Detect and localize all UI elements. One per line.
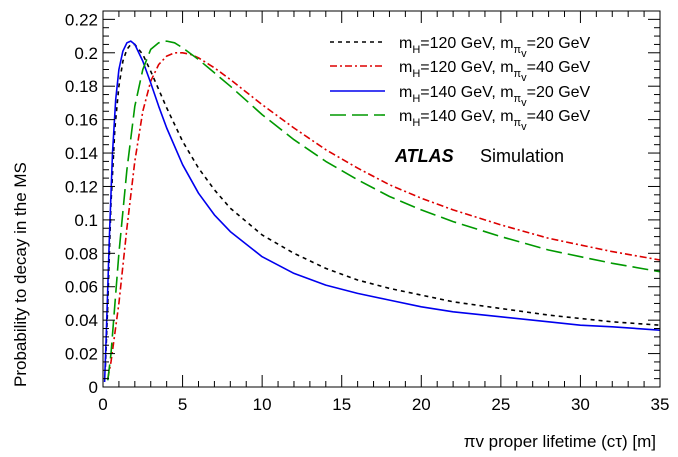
y-tick-label: 0.16 bbox=[65, 111, 98, 130]
y-tick-label: 0.06 bbox=[65, 278, 98, 297]
y-tick-label: 0.22 bbox=[65, 10, 98, 29]
y-tick-label: 0.02 bbox=[65, 345, 98, 364]
series-mh120-mpi20-line bbox=[104, 43, 661, 367]
legend-label-part: π bbox=[514, 44, 522, 56]
series-mh120-mpi40-line bbox=[107, 51, 661, 379]
series-mh140-mpi40-line bbox=[107, 40, 661, 381]
x-tick-label: 25 bbox=[491, 395, 510, 414]
y-tick-label: 0.2 bbox=[74, 44, 98, 63]
legend-label-part: =40 GeV bbox=[527, 59, 591, 76]
legend-label-part: m bbox=[500, 35, 513, 52]
series-lines bbox=[103, 40, 661, 383]
y-tick-label: 0 bbox=[89, 378, 98, 397]
legend-label-part: v bbox=[521, 121, 527, 133]
legend-label-part: m bbox=[399, 108, 412, 125]
legend-label-part: v bbox=[521, 72, 527, 84]
x-tick-label: 10 bbox=[253, 395, 272, 414]
legend-label-part: π bbox=[514, 117, 522, 129]
x-tick-label: 0 bbox=[98, 395, 107, 414]
y-tick-label: 0.08 bbox=[65, 244, 98, 263]
legend-label-part: m bbox=[500, 108, 513, 125]
legend-label-part: m bbox=[399, 59, 412, 76]
legend-label-part: =140 GeV, bbox=[420, 108, 500, 125]
y-tick-label: 0.12 bbox=[65, 177, 98, 196]
legend-label-part: =120 GeV, bbox=[420, 59, 500, 76]
legend-label-part: m bbox=[500, 59, 513, 76]
x-tick-label: 15 bbox=[332, 395, 351, 414]
legend-label-part: =140 GeV, bbox=[420, 84, 500, 101]
legend-label: mH=140 GeV, mπv=40 GeV bbox=[399, 108, 591, 133]
legend-label-part: H bbox=[412, 44, 420, 56]
legend-label-part: π bbox=[514, 93, 522, 105]
y-axis-title: Probability to decay in the MS bbox=[11, 162, 30, 387]
legend-label-part: H bbox=[412, 117, 420, 129]
x-tick-label: 35 bbox=[651, 395, 670, 414]
legend-label-part: =120 GeV, bbox=[420, 35, 500, 52]
legend-label-part: v bbox=[521, 97, 527, 109]
legend-label-part: H bbox=[412, 93, 420, 105]
x-tick-label: 20 bbox=[412, 395, 431, 414]
x-tick-label: 30 bbox=[571, 395, 590, 414]
legend-label: mH=120 GeV, mπv=20 GeV bbox=[399, 35, 591, 60]
plot-frame bbox=[102, 10, 661, 388]
y-tick-label: 0.18 bbox=[65, 77, 98, 96]
legend-label-part: m bbox=[399, 84, 412, 101]
atlas-label: ATLAS Simulation bbox=[394, 146, 564, 166]
y-tick-label: 0.14 bbox=[65, 144, 98, 163]
legend-label-part: m bbox=[399, 35, 412, 52]
legend-label-part: π bbox=[514, 68, 522, 80]
legend-label-part: =20 GeV bbox=[527, 84, 591, 101]
y-axis-ticks: 0 0.02 0.04 0.06 0.08 0.1 0.12 0.14 0.16 0.18 0.2 0… bbox=[65, 10, 660, 397]
atlas-bold-text: ATLAS bbox=[394, 146, 454, 166]
y-tick-label: 0.04 bbox=[65, 311, 98, 330]
x-tick-label: 5 bbox=[178, 395, 187, 414]
legend-label: mH=140 GeV, mπv=20 GeV bbox=[399, 84, 591, 109]
legend-label-part: m bbox=[500, 84, 513, 101]
series-mh140-mpi20-line bbox=[103, 40, 661, 383]
legend-label-part: =20 GeV bbox=[527, 35, 591, 52]
legend-label-part: H bbox=[412, 68, 420, 80]
legend-label-part: v bbox=[521, 48, 527, 60]
x-axis-title: πv proper lifetime (cτ) [m] bbox=[464, 432, 656, 451]
y-tick-label: 0.1 bbox=[74, 211, 98, 230]
simulation-text: Simulation bbox=[480, 146, 564, 166]
x-axis-ticks: 0 5 10 15 20 25 30 35 bbox=[98, 11, 669, 414]
legend-label-part: =40 GeV bbox=[527, 108, 591, 125]
legend-label: mH=120 GeV, mπv=40 GeV bbox=[399, 59, 591, 84]
